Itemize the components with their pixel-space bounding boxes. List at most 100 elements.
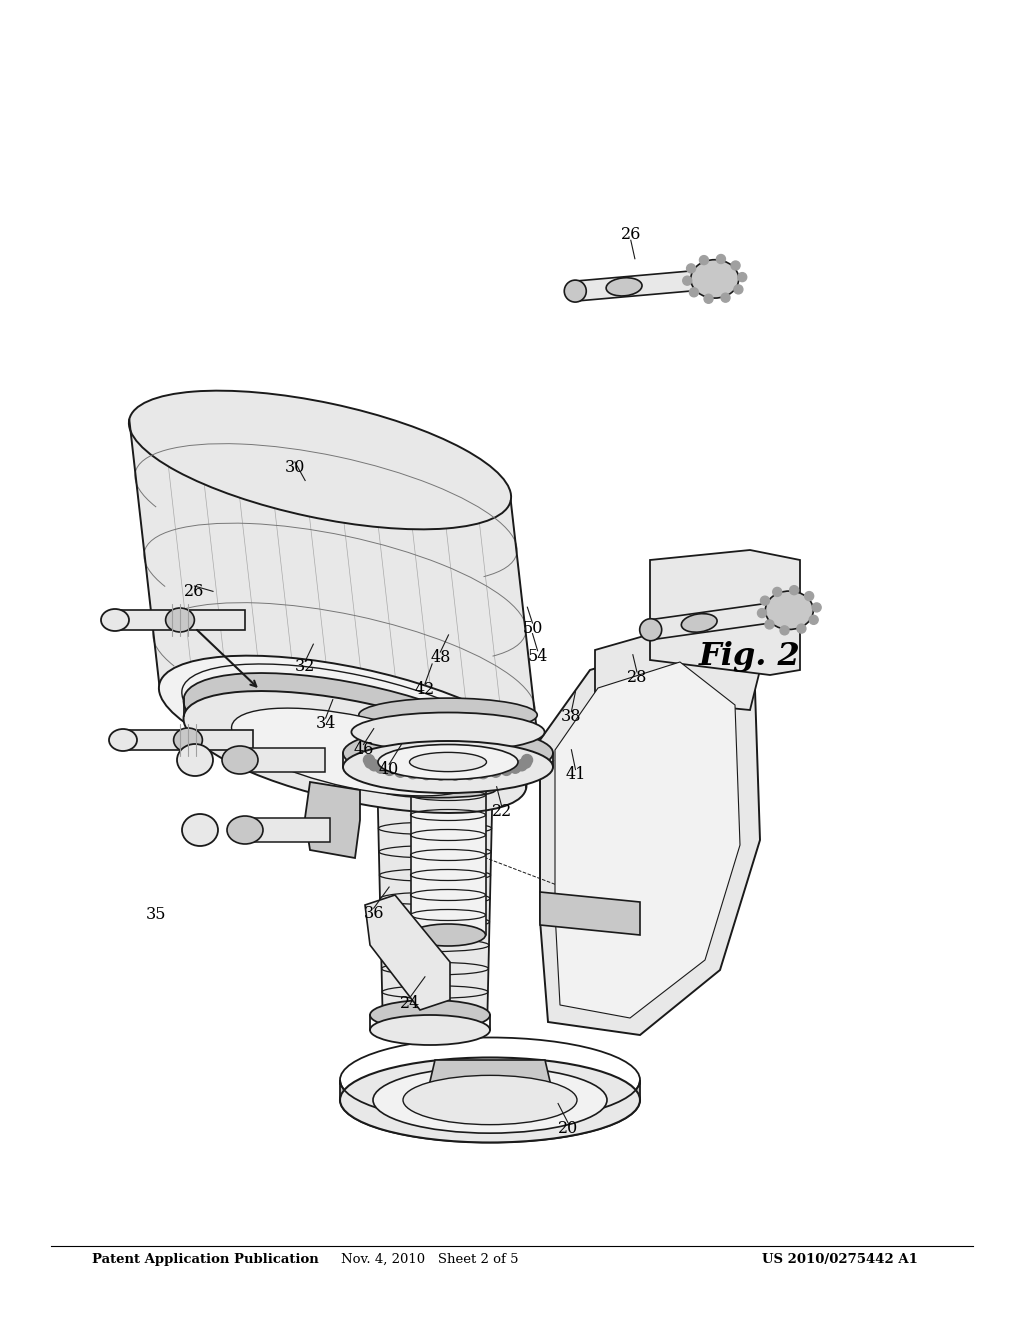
Ellipse shape <box>222 746 258 774</box>
Circle shape <box>717 255 725 264</box>
Polygon shape <box>649 601 791 640</box>
Ellipse shape <box>411 924 485 946</box>
Ellipse shape <box>691 260 738 298</box>
Circle shape <box>765 620 774 628</box>
Ellipse shape <box>410 752 486 772</box>
Polygon shape <box>650 550 800 675</box>
Circle shape <box>501 764 512 775</box>
Ellipse shape <box>403 1076 577 1125</box>
Ellipse shape <box>183 673 526 795</box>
Circle shape <box>478 768 488 779</box>
Text: 40: 40 <box>379 762 399 777</box>
Polygon shape <box>555 663 740 1018</box>
Ellipse shape <box>765 591 813 630</box>
Text: 26: 26 <box>621 227 641 243</box>
Text: 24: 24 <box>399 995 420 1011</box>
Text: 32: 32 <box>295 659 315 675</box>
Ellipse shape <box>231 708 478 796</box>
Ellipse shape <box>174 729 203 752</box>
Circle shape <box>395 766 406 777</box>
Circle shape <box>737 273 746 281</box>
Polygon shape <box>240 748 325 772</box>
Circle shape <box>761 597 769 605</box>
Ellipse shape <box>101 609 129 631</box>
Polygon shape <box>540 892 640 935</box>
Text: 35: 35 <box>145 907 166 923</box>
Ellipse shape <box>411 768 485 781</box>
Ellipse shape <box>373 1067 607 1133</box>
Ellipse shape <box>358 698 538 731</box>
Circle shape <box>375 762 386 774</box>
Polygon shape <box>365 895 450 1010</box>
Polygon shape <box>595 620 760 710</box>
Ellipse shape <box>564 280 587 302</box>
Ellipse shape <box>351 713 545 751</box>
Ellipse shape <box>370 1015 490 1045</box>
Text: 26: 26 <box>184 583 205 599</box>
Circle shape <box>421 768 432 780</box>
Ellipse shape <box>681 614 717 632</box>
Circle shape <box>780 626 790 635</box>
Circle shape <box>384 764 395 775</box>
Polygon shape <box>129 420 541 766</box>
Polygon shape <box>245 818 330 842</box>
Ellipse shape <box>343 741 553 793</box>
Circle shape <box>758 609 767 618</box>
Ellipse shape <box>370 1001 490 1030</box>
Ellipse shape <box>340 1057 640 1143</box>
Text: US 2010/0275442 A1: US 2010/0275442 A1 <box>762 1253 918 1266</box>
Polygon shape <box>428 1060 552 1090</box>
Text: 54: 54 <box>527 648 548 664</box>
Text: 42: 42 <box>415 681 435 697</box>
Circle shape <box>520 758 531 768</box>
Circle shape <box>812 603 821 612</box>
Ellipse shape <box>343 727 553 779</box>
Circle shape <box>734 285 742 294</box>
Polygon shape <box>123 730 253 750</box>
Circle shape <box>369 760 380 771</box>
Ellipse shape <box>227 816 263 843</box>
Text: 20: 20 <box>558 1121 579 1137</box>
Ellipse shape <box>109 729 137 751</box>
Circle shape <box>805 591 814 601</box>
Text: 22: 22 <box>492 804 512 820</box>
Circle shape <box>364 755 375 766</box>
Text: 36: 36 <box>364 906 384 921</box>
Ellipse shape <box>183 692 526 813</box>
Ellipse shape <box>381 783 496 797</box>
Polygon shape <box>540 640 760 1035</box>
Circle shape <box>705 294 713 304</box>
Circle shape <box>464 768 475 780</box>
Circle shape <box>510 762 521 774</box>
Circle shape <box>790 586 799 595</box>
Text: 48: 48 <box>430 649 451 665</box>
Circle shape <box>435 770 446 780</box>
Text: 38: 38 <box>561 709 582 725</box>
Polygon shape <box>305 781 360 858</box>
Circle shape <box>773 587 781 597</box>
Circle shape <box>490 766 501 777</box>
Circle shape <box>683 276 692 285</box>
Polygon shape <box>115 610 245 630</box>
Circle shape <box>721 293 730 302</box>
Circle shape <box>516 760 527 771</box>
Polygon shape <box>340 1080 640 1142</box>
Text: 50: 50 <box>522 620 543 636</box>
Circle shape <box>450 770 461 780</box>
Ellipse shape <box>159 656 541 795</box>
Circle shape <box>797 624 806 634</box>
Polygon shape <box>411 775 485 935</box>
Circle shape <box>689 288 698 297</box>
Ellipse shape <box>378 744 518 780</box>
Ellipse shape <box>177 744 213 776</box>
Text: 46: 46 <box>353 742 374 758</box>
Text: Fig. 2: Fig. 2 <box>698 640 800 672</box>
Ellipse shape <box>606 277 642 296</box>
Text: Patent Application Publication: Patent Application Publication <box>92 1253 318 1266</box>
Circle shape <box>699 256 709 264</box>
Circle shape <box>365 758 376 768</box>
Circle shape <box>408 768 418 779</box>
Text: 34: 34 <box>315 715 336 731</box>
Circle shape <box>686 264 695 273</box>
Circle shape <box>521 755 532 766</box>
